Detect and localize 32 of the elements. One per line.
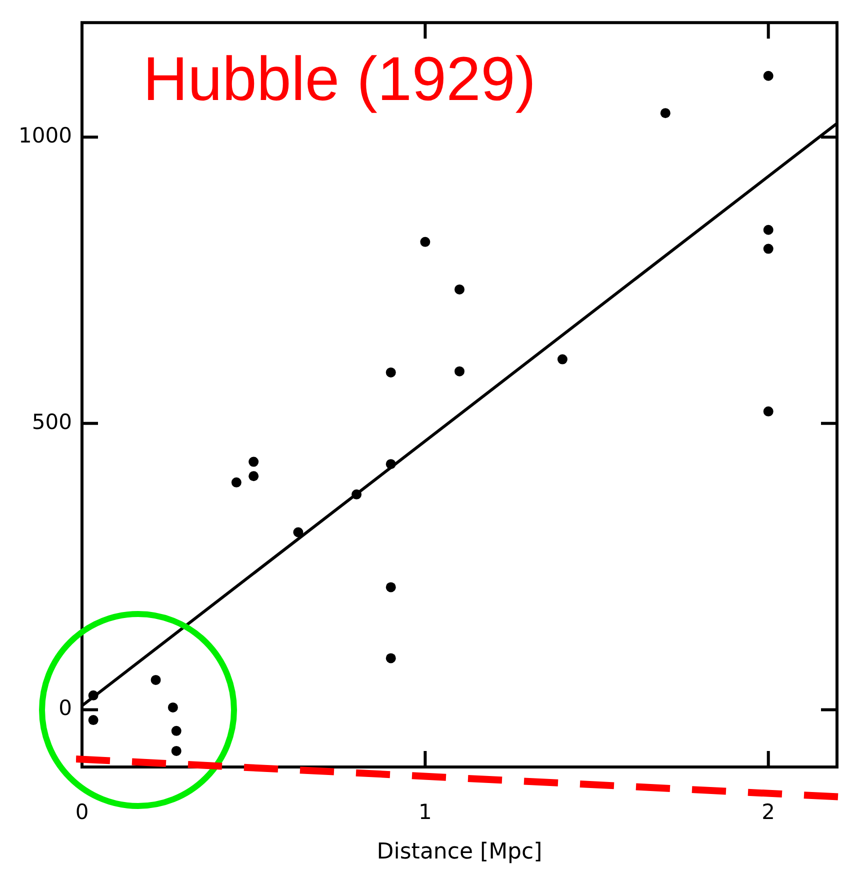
point: [454, 366, 464, 376]
x-tick-label: 1: [418, 800, 432, 824]
point: [386, 459, 396, 470]
point: [763, 244, 774, 254]
x-axis-title: Distance [Mpc]: [376, 840, 542, 865]
y-tick-label: 0: [58, 696, 72, 720]
point: [248, 456, 259, 467]
point: [763, 406, 774, 416]
point: [660, 108, 670, 118]
point: [763, 224, 774, 235]
y-tick-label: 500: [32, 410, 72, 434]
point: [293, 527, 304, 538]
point: [386, 367, 396, 378]
point: [171, 746, 182, 756]
point: [150, 674, 161, 685]
y-tick-label: 1000: [18, 124, 72, 148]
x-tick-label: 2: [762, 800, 776, 824]
point: [168, 702, 178, 712]
point: [557, 354, 568, 364]
point: [171, 726, 182, 736]
point: [88, 690, 98, 700]
point: [352, 489, 362, 500]
point: [420, 236, 430, 247]
point: [763, 70, 774, 81]
point: [386, 653, 396, 664]
annotation: Hubble (1929): [143, 45, 536, 114]
point: [231, 477, 242, 488]
point: [386, 582, 396, 592]
point: [88, 715, 98, 726]
point: [454, 284, 464, 294]
x-tick-label: 0: [75, 800, 89, 824]
point: [248, 471, 259, 482]
